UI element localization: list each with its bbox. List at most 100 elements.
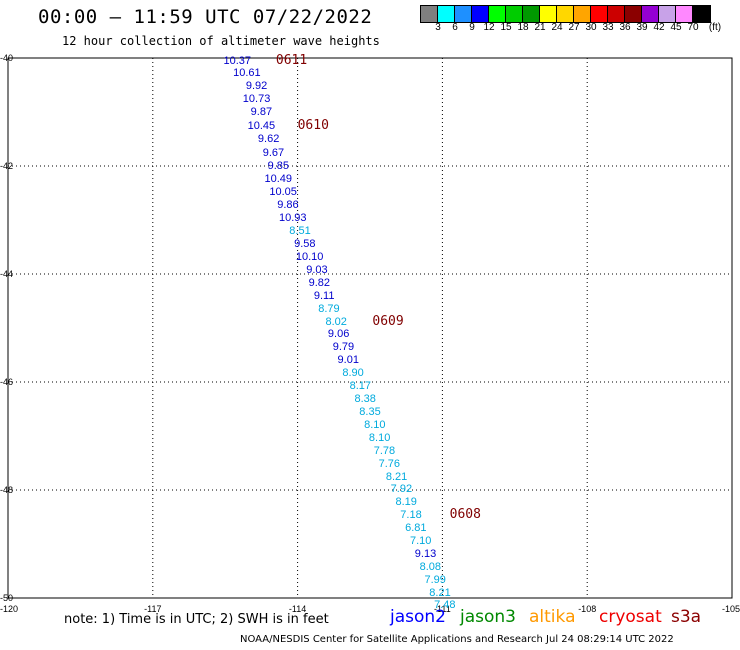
wave-height-value: 9.87	[250, 106, 273, 118]
color-scale-label: 21	[534, 22, 546, 33]
wave-height-value: 7.78	[373, 444, 396, 457]
wave-height-value: 7.48	[434, 599, 456, 612]
longitude-tick-label: -108	[578, 604, 596, 614]
color-scale-label: 24	[551, 22, 563, 33]
wave-height-value: 10.05	[269, 185, 297, 198]
color-scale-label: 27	[568, 22, 580, 33]
wave-height-value: 8.08	[419, 560, 442, 573]
color-swatch	[438, 6, 455, 22]
longitude-tick-label: -105	[722, 604, 740, 614]
wave-height-value: 9.85	[267, 160, 289, 172]
wave-height-value: 9.82	[308, 277, 331, 290]
wave-height-value: 8.35	[359, 405, 381, 418]
wave-height-value: 9.06	[327, 328, 350, 341]
wave-height-value: 7.18	[400, 508, 422, 521]
wave-height-value: 7.10	[409, 534, 432, 547]
wave-height-value: 8.21	[429, 586, 451, 599]
color-scale-label: 15	[500, 22, 512, 33]
wave-height-value: 9.92	[245, 80, 268, 93]
wave-height-value: 8.19	[395, 496, 417, 509]
color-swatch	[608, 6, 625, 22]
longitude-tick-label: -120	[0, 604, 18, 614]
color-swatch	[421, 6, 438, 22]
color-scale-label: 12	[483, 22, 495, 33]
wave-height-value: 9.01	[337, 354, 359, 367]
wave-height-value: 7.76	[378, 457, 401, 470]
color-scale-label: 39	[636, 22, 648, 33]
color-swatch	[540, 6, 557, 22]
color-scale-label: 6	[452, 22, 458, 33]
color-scale-label: 36	[619, 22, 631, 33]
pass-time-label: 0611	[275, 52, 308, 68]
color-swatch	[523, 6, 540, 22]
color-swatch	[676, 6, 693, 22]
color-swatch	[591, 6, 608, 22]
color-swatch	[574, 6, 591, 22]
pass-time-label: 0608	[449, 506, 481, 522]
wave-height-value: 10.61	[233, 67, 261, 80]
latitude-tick-label: -50	[0, 593, 13, 603]
legend-s3a: s3a	[671, 607, 702, 627]
wave-height-value: 9.13	[414, 547, 437, 560]
wave-height-value: 8.90	[342, 367, 364, 380]
wave-height-value: 9.03	[306, 264, 328, 277]
wave-height-value: 8.51	[289, 225, 311, 238]
color-swatch	[642, 6, 659, 22]
longitude-tick-label: -114	[289, 604, 306, 614]
color-scale-label: 42	[653, 22, 665, 33]
pass-time-label: 0610	[297, 118, 329, 134]
wave-height-value: 8.10	[368, 431, 391, 444]
pass-time-label: 0609	[372, 314, 404, 330]
color-swatch	[693, 6, 710, 22]
page-title: 00:00 – 11:59 UTC 07/22/2022	[38, 6, 373, 28]
color-swatch	[455, 6, 472, 22]
wave-height-value: 7.92	[390, 483, 413, 496]
wave-height-value: 8.21	[385, 470, 408, 483]
wave-height-value: 10.10	[295, 251, 324, 264]
legend-altika: altika	[529, 607, 576, 627]
color-swatch	[472, 6, 489, 22]
wave-height-value: 9.86	[277, 199, 299, 212]
color-scale-label: 9	[469, 22, 475, 33]
wave-height-value: 6.81	[405, 521, 427, 534]
color-swatch	[506, 6, 523, 22]
subtitle: 12 hour collection of altimeter wave hei…	[62, 34, 380, 48]
color-swatch	[659, 6, 676, 22]
wave-height-value: 10.49	[264, 172, 293, 185]
color-scale-label: 18	[517, 22, 529, 33]
color-swatch	[625, 6, 642, 22]
map-frame	[7, 57, 733, 599]
latitude-tick-label: -46	[0, 377, 13, 387]
color-scale-label: 45	[670, 22, 682, 33]
longitude-tick-label: -117	[144, 604, 161, 614]
longitude-tick-label: -111	[434, 604, 451, 614]
units-note: note: 1) Time is in UTC; 2) SWH is in fe…	[64, 612, 329, 627]
legend-jason3: jason3	[460, 607, 516, 627]
wave-height-value: 8.02	[325, 316, 347, 329]
wave-height-value: 8.17	[349, 380, 372, 393]
wave-height-value: 9.79	[332, 341, 355, 354]
legend-jason2: jason2	[390, 607, 446, 627]
latitude-tick-label: -42	[0, 161, 13, 171]
color-swatch	[557, 6, 574, 22]
wave-height-value: 10.93	[279, 212, 307, 225]
legend-cryosat: cryosat	[599, 607, 662, 627]
color-swatch	[489, 6, 506, 22]
color-scale-label: (ft)	[708, 22, 722, 33]
wave-height-value: 8.10	[364, 418, 386, 431]
color-scale-label: 30	[585, 22, 597, 33]
color-scale-bar	[420, 5, 711, 23]
credit-footer: NOAA/NESDIS Center for Satellite Applica…	[240, 634, 674, 645]
wave-height-value: 10.37	[223, 54, 252, 67]
color-scale-label: 3	[435, 22, 441, 33]
wave-height-value: 10.73	[242, 93, 271, 106]
wave-height-value: 10.45	[247, 120, 276, 133]
latitude-tick-label: -44	[0, 269, 13, 279]
latitude-tick-label: -48	[0, 485, 13, 495]
wave-height-value: 9.58	[294, 238, 316, 251]
wave-height-value: 9.62	[257, 133, 280, 145]
latitude-tick-label: -40	[0, 53, 13, 63]
wave-height-value: 8.79	[318, 303, 340, 316]
wave-height-value: 9.11	[313, 290, 335, 303]
